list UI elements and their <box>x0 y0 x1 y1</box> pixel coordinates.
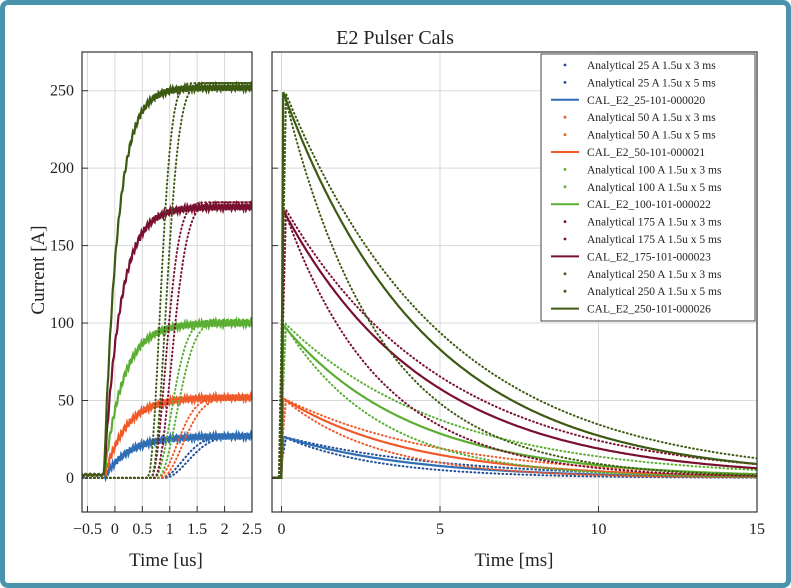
series-line-14 <box>272 91 757 479</box>
series-line-13 <box>272 93 757 479</box>
x-tick-label: −0.5 <box>73 521 102 538</box>
panel-decay: 0 5 10 15 <box>271 51 765 538</box>
series-line-14 <box>82 80 252 478</box>
legend: Analytical 25 A 1.5u x 3 ms Analytical 25… <box>540 53 756 322</box>
legend-item: Analytical 250 A 1.5u x 3 ms <box>563 269 722 281</box>
legend-label: Analytical 100 A 1.5u x 5 ms <box>587 182 722 194</box>
legend-item: CAL_E2_250-101-000026 <box>551 304 711 316</box>
panel-rise: −0.5 0 0.5 1 1.5 2 2.5 0 50 100 150 200 250 <box>50 51 262 538</box>
legend-item: CAL_E2_50-101-000021 <box>551 147 705 159</box>
x-tick-label: 2.5 <box>242 521 262 538</box>
series-group <box>272 91 757 479</box>
x-tick-label: 1.5 <box>187 521 207 538</box>
plot-layer: −0.5 0 0.5 1 1.5 2 2.5 0 50 100 150 200 250 0 5 10 15 Ana… <box>50 51 765 538</box>
series-group <box>82 80 252 483</box>
legend-label: Analytical 250 A 1.5u x 5 ms <box>587 286 722 298</box>
legend-marker-dot <box>563 220 567 224</box>
legend-label: CAL_E2_50-101-000021 <box>587 147 705 159</box>
y-tick-label: 200 <box>50 160 74 177</box>
chart-title: E2 Pulser Cals <box>336 27 454 49</box>
series-line-11 <box>272 205 757 479</box>
legend-item: Analytical 25 A 1.5u x 5 ms <box>563 77 716 89</box>
legend-item: Analytical 100 A 1.5u x 3 ms <box>563 164 722 176</box>
legend-label: CAL_E2_25-101-000020 <box>587 95 705 107</box>
x-tick-label: 0 <box>278 521 286 538</box>
legend-item: CAL_E2_100-101-000022 <box>551 199 711 211</box>
legend-label: Analytical 50 A 1.5u x 5 ms <box>587 130 716 142</box>
y-tick-label: 100 <box>50 315 74 332</box>
series-line-8 <box>82 315 252 478</box>
y-axis-label: Current [A] <box>28 225 49 314</box>
legend-marker-dot <box>563 133 567 137</box>
legend-label: Analytical 100 A 1.5u x 3 ms <box>587 164 722 176</box>
legend-label: CAL_E2_250-101-000026 <box>587 304 711 316</box>
panel-frame <box>81 51 253 513</box>
panel-frame <box>271 51 758 513</box>
series-line-6 <box>272 323 757 479</box>
legend-label: Analytical 175 A 1.5u x 5 ms <box>587 234 722 246</box>
series-line-10 <box>272 206 757 479</box>
legend-marker-dot <box>563 272 567 276</box>
legend-marker-dot <box>563 115 567 119</box>
legend-label: CAL_E2_175-101-000023 <box>587 251 711 263</box>
legend-label: Analytical 25 A 1.5u x 5 ms <box>587 77 716 89</box>
x-tick-label: 0.5 <box>132 521 152 538</box>
y-tick-label: 0 <box>66 470 74 487</box>
y-tick-label: 50 <box>58 392 74 409</box>
legend-box <box>540 53 756 322</box>
x-tick-label: 15 <box>749 521 765 538</box>
legend-marker-dot <box>563 168 567 171</box>
x-axis-label-right: Time [ms] <box>474 550 553 571</box>
legend-item: Analytical 50 A 1.5u x 3 ms <box>563 112 716 124</box>
x-tick-label: 5 <box>436 521 444 538</box>
x-tick-label: 2 <box>221 521 229 538</box>
legend-item: Analytical 25 A 1.5u x 3 ms <box>563 60 716 72</box>
legend-item: Analytical 250 A 1.5u x 5 ms <box>563 286 722 298</box>
legend-label: Analytical 250 A 1.5u x 3 ms <box>587 269 722 281</box>
x-tick-label: 10 <box>591 521 607 538</box>
legend-marker-dot <box>563 289 567 293</box>
legend-item: Analytical 100 A 1.5u x 5 ms <box>563 182 722 194</box>
legend-label: Analytical 50 A 1.5u x 3 ms <box>587 112 716 124</box>
x-axis-label-left: Time [us] <box>129 550 203 571</box>
legend-marker-dot <box>563 63 567 67</box>
y-tick-label: 150 <box>50 238 74 255</box>
series-line-11 <box>82 199 252 478</box>
legend-item: Analytical 175 A 1.5u x 3 ms <box>563 217 722 229</box>
series-line-3 <box>272 399 757 479</box>
legend-label: Analytical 175 A 1.5u x 3 ms <box>587 217 722 229</box>
legend-marker-dot <box>563 185 567 189</box>
legend-item: Analytical 50 A 1.5u x 5 ms <box>563 130 716 142</box>
legend-item: Analytical 175 A 1.5u x 5 ms <box>563 234 722 246</box>
series-line-12 <box>272 100 757 479</box>
y-tick-label: 250 <box>50 83 74 100</box>
legend-label: CAL_E2_100-101-000022 <box>587 199 711 211</box>
series-line-0 <box>272 436 757 479</box>
legend-marker-dot <box>563 237 567 241</box>
legend-item: CAL_E2_25-101-000020 <box>551 95 705 107</box>
x-tick-label: 1 <box>166 521 174 538</box>
x-tick-label: 0 <box>111 521 119 538</box>
series-line-7 <box>272 321 757 479</box>
legend-marker-dot <box>563 81 567 84</box>
legend-label: Analytical 25 A 1.5u x 3 ms <box>587 60 716 72</box>
series-line-9 <box>272 214 757 479</box>
legend-item: CAL_E2_175-101-000023 <box>551 251 711 263</box>
